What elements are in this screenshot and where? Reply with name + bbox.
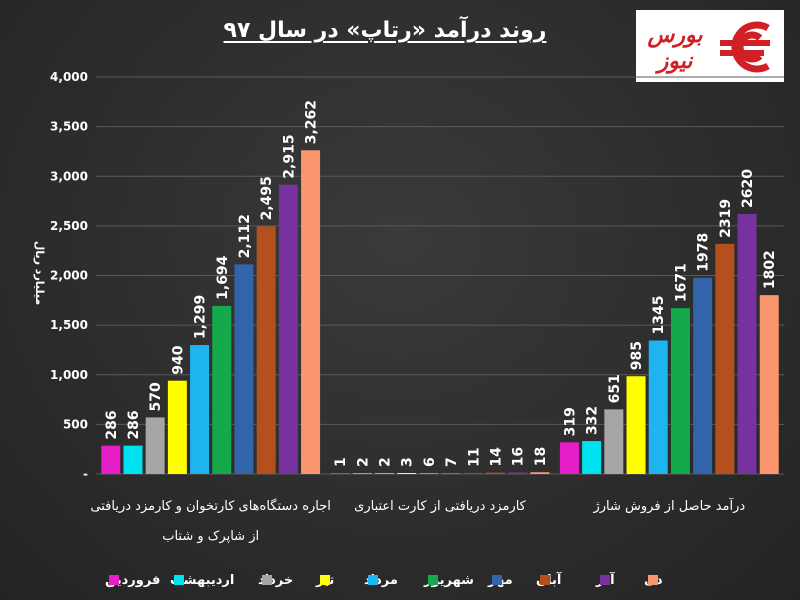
bar bbox=[559, 442, 579, 474]
bar bbox=[330, 473, 350, 474]
category-labels: اجاره دستگاه‌های کارتخوان و کارمزد دریاف… bbox=[90, 497, 745, 544]
value-label: 570 bbox=[148, 382, 164, 411]
y-tick-label: 2,500 bbox=[50, 219, 88, 233]
y-axis-ticks: - 500 1,000 1,500 2,000 2,500 3,000 3,500 4,000 bbox=[50, 70, 88, 481]
value-label: 1 bbox=[333, 457, 349, 467]
value-label: 319 bbox=[562, 407, 578, 436]
value-label: 2,112 bbox=[237, 214, 253, 258]
category-label: از شاپرک و شتاب bbox=[162, 529, 259, 544]
y-tick-label: 500 bbox=[63, 417, 88, 431]
bar bbox=[397, 473, 417, 474]
bar bbox=[737, 213, 757, 474]
legend-swatch bbox=[368, 575, 378, 585]
y-tick-label: 3,500 bbox=[50, 120, 88, 134]
legend-swatch bbox=[540, 575, 550, 585]
bar bbox=[530, 472, 550, 474]
value-label: 1978 bbox=[696, 233, 712, 272]
value-label: 940 bbox=[170, 345, 186, 374]
y-tick-label: 3,000 bbox=[50, 169, 88, 183]
category-label: اجاره دستگاه‌های کارتخوان و کارمزد دریاف… bbox=[90, 498, 330, 514]
y-tick-label: 4,000 bbox=[50, 70, 88, 84]
value-labels: 286 286 570 940 1,299 1,694 2,112 2,495 2,915 3,2… bbox=[104, 100, 778, 467]
value-label: 2319 bbox=[718, 199, 734, 238]
bar bbox=[375, 473, 394, 474]
bar bbox=[670, 308, 690, 474]
bars bbox=[101, 150, 779, 474]
legend-swatch bbox=[648, 575, 658, 585]
value-label: 2620 bbox=[740, 169, 756, 208]
bar bbox=[582, 441, 602, 474]
bar bbox=[508, 472, 528, 474]
logo: بورس نیوز bbox=[636, 10, 784, 82]
legend-swatch bbox=[262, 575, 272, 585]
bar bbox=[145, 417, 165, 474]
bar bbox=[604, 409, 624, 474]
grid bbox=[96, 76, 784, 475]
value-label: 1,694 bbox=[215, 255, 231, 300]
value-label: 286 bbox=[126, 410, 142, 439]
legend-swatch bbox=[109, 575, 119, 585]
bar bbox=[759, 295, 779, 474]
value-label: 651 bbox=[607, 374, 623, 403]
bar bbox=[101, 445, 121, 474]
legend-swatch bbox=[174, 575, 184, 585]
chart-title: روند درآمد «رتاپ» در سال ۹۷ bbox=[223, 18, 547, 43]
legend-swatch bbox=[320, 575, 330, 585]
value-label: 18 bbox=[533, 447, 549, 466]
bar bbox=[486, 472, 505, 474]
bar bbox=[234, 264, 254, 474]
value-label: 7 bbox=[444, 457, 460, 467]
value-label: 14 bbox=[489, 447, 505, 467]
value-label: 332 bbox=[585, 406, 601, 435]
legend-swatch bbox=[600, 575, 610, 585]
y-tick-label: 1,000 bbox=[50, 368, 88, 382]
value-label: 2 bbox=[378, 457, 394, 467]
bar bbox=[167, 380, 187, 474]
y-tick-label: 2,000 bbox=[50, 269, 88, 283]
value-label: 286 bbox=[104, 410, 120, 439]
logo-mark-icon bbox=[720, 21, 770, 73]
logo-text: بورس نیوز bbox=[647, 22, 703, 74]
bar bbox=[301, 150, 321, 474]
value-label: 3 bbox=[400, 457, 416, 467]
bar bbox=[190, 345, 210, 474]
bar bbox=[278, 184, 298, 474]
category-label: کارمزد دریافتی از کارت اعتباری bbox=[354, 499, 526, 514]
legend-swatch bbox=[428, 575, 438, 585]
value-label: 2,915 bbox=[281, 134, 297, 178]
y-tick-label: 1,500 bbox=[50, 318, 88, 332]
value-label: 1802 bbox=[762, 250, 778, 289]
bar bbox=[463, 472, 483, 474]
bar bbox=[626, 376, 646, 474]
bar bbox=[441, 473, 461, 474]
value-label: 2 bbox=[355, 457, 371, 467]
y-axis-label: میلیارد ریال bbox=[33, 241, 46, 305]
bar bbox=[212, 305, 232, 474]
value-label: 1345 bbox=[651, 296, 667, 335]
bar bbox=[715, 243, 735, 474]
value-label: 11 bbox=[466, 447, 482, 466]
value-label: 985 bbox=[629, 341, 645, 370]
bar bbox=[648, 340, 668, 474]
bar bbox=[352, 473, 372, 474]
bar bbox=[256, 226, 276, 474]
legend: دیآذرآبانمهرشهریورمردادتیرخرداداردیبهشتف… bbox=[105, 571, 663, 588]
y-tick-label: - bbox=[83, 467, 88, 481]
value-label: 2,495 bbox=[259, 176, 275, 220]
value-label: 1671 bbox=[673, 263, 689, 302]
legend-label: اردیبهشت bbox=[170, 573, 234, 588]
value-label: 3,262 bbox=[304, 100, 320, 144]
bar bbox=[419, 473, 439, 474]
bar bbox=[123, 445, 143, 474]
value-label: 1,299 bbox=[193, 295, 209, 339]
legend-swatch bbox=[492, 575, 502, 585]
category-label: درآمد حاصل از فروش شارژ bbox=[592, 497, 745, 514]
value-label: 6 bbox=[422, 457, 438, 467]
value-label: 16 bbox=[511, 447, 527, 466]
bar bbox=[693, 277, 713, 474]
